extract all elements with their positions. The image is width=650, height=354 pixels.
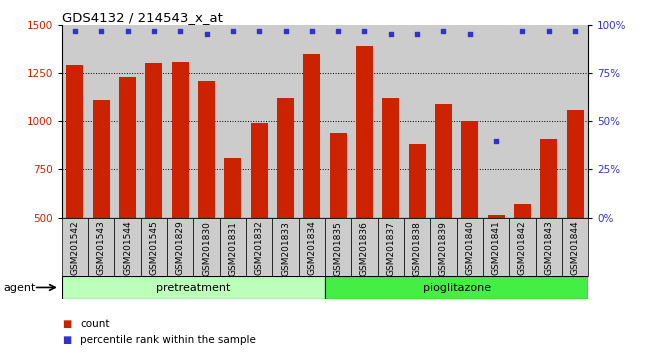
FancyBboxPatch shape bbox=[378, 218, 404, 276]
Bar bbox=[93, 100, 110, 314]
Text: GSM201840: GSM201840 bbox=[465, 221, 474, 275]
FancyBboxPatch shape bbox=[562, 218, 588, 276]
Text: GSM201842: GSM201842 bbox=[518, 221, 527, 275]
FancyBboxPatch shape bbox=[246, 218, 272, 276]
Text: GSM201838: GSM201838 bbox=[413, 221, 422, 275]
Bar bbox=[382, 98, 399, 314]
Text: pretreatment: pretreatment bbox=[156, 282, 231, 293]
FancyBboxPatch shape bbox=[404, 218, 430, 276]
FancyBboxPatch shape bbox=[430, 218, 456, 276]
Point bbox=[202, 32, 212, 37]
Text: pioglitazone: pioglitazone bbox=[422, 282, 491, 293]
Bar bbox=[198, 81, 215, 314]
Text: ■: ■ bbox=[62, 319, 71, 329]
Bar bbox=[567, 110, 584, 314]
Bar bbox=[251, 123, 268, 314]
FancyBboxPatch shape bbox=[483, 218, 510, 276]
Point bbox=[175, 28, 185, 33]
FancyBboxPatch shape bbox=[510, 218, 536, 276]
Bar bbox=[514, 204, 531, 314]
Text: GSM201543: GSM201543 bbox=[97, 221, 106, 275]
FancyBboxPatch shape bbox=[536, 218, 562, 276]
Text: GSM201832: GSM201832 bbox=[255, 221, 264, 275]
Text: GSM201834: GSM201834 bbox=[307, 221, 317, 275]
Point bbox=[254, 28, 265, 33]
FancyBboxPatch shape bbox=[299, 218, 325, 276]
Bar bbox=[330, 133, 346, 314]
Point bbox=[412, 32, 423, 37]
Point bbox=[491, 138, 501, 143]
FancyBboxPatch shape bbox=[325, 218, 352, 276]
Point bbox=[517, 28, 528, 33]
Text: GSM201844: GSM201844 bbox=[571, 221, 580, 275]
Text: GSM201542: GSM201542 bbox=[70, 221, 79, 275]
FancyBboxPatch shape bbox=[62, 276, 325, 299]
Text: GSM201835: GSM201835 bbox=[333, 221, 343, 275]
Point bbox=[149, 28, 159, 33]
Bar bbox=[146, 63, 162, 314]
FancyBboxPatch shape bbox=[456, 218, 483, 276]
Bar bbox=[540, 139, 557, 314]
Text: GSM201839: GSM201839 bbox=[439, 221, 448, 275]
Bar bbox=[435, 104, 452, 314]
Text: GSM201831: GSM201831 bbox=[228, 221, 237, 275]
Text: GSM201837: GSM201837 bbox=[386, 221, 395, 275]
Point bbox=[385, 32, 396, 37]
Point bbox=[333, 28, 343, 33]
Point bbox=[465, 32, 475, 37]
Bar bbox=[119, 77, 136, 314]
FancyBboxPatch shape bbox=[167, 218, 194, 276]
Text: percentile rank within the sample: percentile rank within the sample bbox=[80, 335, 256, 345]
Point bbox=[227, 28, 238, 33]
Text: count: count bbox=[80, 319, 109, 329]
Point bbox=[96, 28, 107, 33]
Text: ■: ■ bbox=[62, 335, 71, 345]
Bar bbox=[356, 46, 373, 314]
Bar bbox=[304, 54, 320, 314]
Text: agent: agent bbox=[3, 283, 36, 293]
Bar bbox=[488, 215, 504, 314]
Point bbox=[438, 28, 448, 33]
Point bbox=[307, 28, 317, 33]
Text: GDS4132 / 214543_x_at: GDS4132 / 214543_x_at bbox=[62, 11, 222, 24]
Text: GSM201829: GSM201829 bbox=[176, 221, 185, 275]
Bar bbox=[462, 121, 478, 314]
Point bbox=[359, 28, 370, 33]
Text: GSM201833: GSM201833 bbox=[281, 221, 290, 275]
Text: GSM201843: GSM201843 bbox=[544, 221, 553, 275]
Text: GSM201545: GSM201545 bbox=[150, 221, 159, 275]
FancyBboxPatch shape bbox=[114, 218, 140, 276]
FancyBboxPatch shape bbox=[62, 276, 588, 299]
Text: GSM201544: GSM201544 bbox=[123, 221, 132, 275]
FancyBboxPatch shape bbox=[140, 218, 167, 276]
Text: GSM201841: GSM201841 bbox=[491, 221, 500, 275]
Point bbox=[122, 28, 133, 33]
FancyBboxPatch shape bbox=[352, 218, 378, 276]
FancyBboxPatch shape bbox=[62, 218, 88, 276]
Bar bbox=[409, 144, 426, 314]
Bar bbox=[224, 158, 241, 314]
Bar bbox=[172, 62, 188, 314]
Bar bbox=[277, 98, 294, 314]
FancyBboxPatch shape bbox=[325, 276, 588, 299]
Text: GSM201830: GSM201830 bbox=[202, 221, 211, 275]
Point bbox=[543, 28, 554, 33]
Point bbox=[570, 28, 580, 33]
Point bbox=[70, 28, 80, 33]
FancyBboxPatch shape bbox=[220, 218, 246, 276]
Point bbox=[280, 28, 291, 33]
Text: GSM201836: GSM201836 bbox=[360, 221, 369, 275]
FancyBboxPatch shape bbox=[194, 218, 220, 276]
FancyBboxPatch shape bbox=[272, 218, 299, 276]
FancyBboxPatch shape bbox=[88, 218, 114, 276]
Bar bbox=[66, 65, 83, 314]
